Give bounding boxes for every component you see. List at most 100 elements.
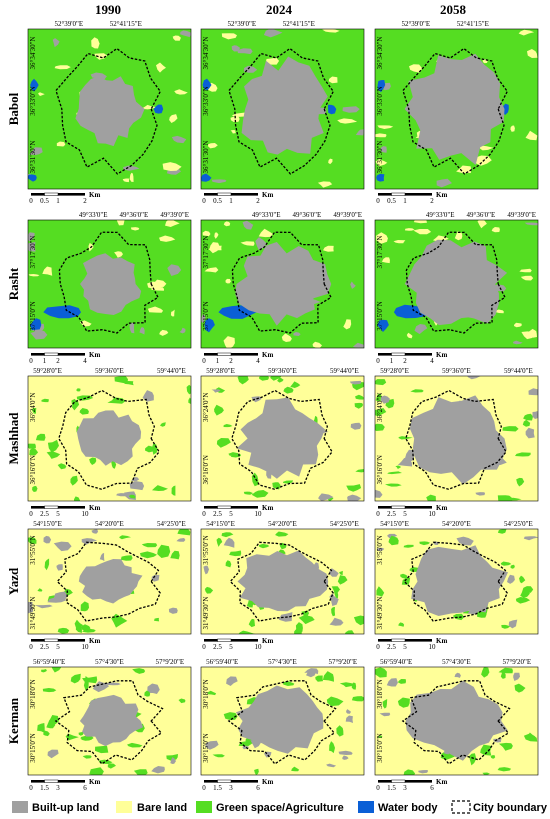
longitude-label: 52°41'15"E <box>457 20 489 28</box>
land-patch <box>43 535 52 544</box>
land-patch <box>28 274 40 277</box>
land-patch <box>54 65 71 70</box>
land-patch <box>322 29 340 33</box>
scale-bar: 0 1.5 3 6Km <box>202 778 273 792</box>
land-patch <box>162 162 182 171</box>
latitude-label: 36°34'30"N <box>202 37 210 70</box>
map-frame <box>374 219 539 349</box>
city-boundary <box>401 680 511 765</box>
scale-label: 2.5 <box>387 643 396 651</box>
legend-swatch-water <box>358 801 374 813</box>
land-patch <box>293 332 301 336</box>
land-patch <box>139 327 145 335</box>
land-patch <box>29 447 39 456</box>
scale-label: 0 <box>29 197 33 205</box>
land-patch <box>107 763 116 769</box>
map-frame <box>374 375 539 502</box>
land-patch <box>202 230 211 237</box>
scale-label: 2 <box>256 197 260 205</box>
longitude-label: 52°39'0"E <box>227 20 256 28</box>
land-patch <box>74 496 81 501</box>
longitude-label: 57°4'30"E <box>442 658 471 666</box>
land-patch <box>53 591 68 600</box>
land-patch <box>342 106 360 113</box>
scale-label: 0 <box>202 357 206 365</box>
land-patch <box>38 92 45 96</box>
land-patch <box>154 617 160 622</box>
land-patch <box>475 492 485 496</box>
map-panel-rasht-1990: 49°33'0"E 49°36'0"E 49°39'0"E 37°17'30"N 37°… <box>27 211 192 365</box>
scale-label: 1 <box>43 357 47 365</box>
legend-label-boundary: City boundary <box>473 802 548 814</box>
land-patch <box>514 322 522 328</box>
water-body <box>43 305 81 319</box>
land-patch <box>329 741 335 754</box>
scale-unit: Km <box>89 637 100 645</box>
land-patch <box>377 735 383 738</box>
land-patch <box>510 125 515 132</box>
longitude-label: 57°4'30"E <box>95 658 124 666</box>
land-patch <box>290 381 301 388</box>
land-patch <box>375 393 382 402</box>
land-patch <box>230 453 241 458</box>
land-patch <box>223 424 233 428</box>
map-row-mashhad: Mashhad 59°28'0"E 59°36'0"E 59°44'0"E 36°24'… <box>6 367 539 518</box>
scale-label: 2 <box>430 197 434 205</box>
city-boundary <box>402 47 509 175</box>
land-patch <box>301 610 309 618</box>
land-patch <box>480 744 492 756</box>
land-patch <box>331 607 336 617</box>
built-up-area <box>404 239 508 326</box>
land-patch <box>375 423 385 431</box>
land-patch <box>354 402 364 409</box>
latitude-label: 37°17'30"N <box>202 236 210 269</box>
year-header-1990: 1990 <box>95 2 121 17</box>
land-patch <box>91 37 100 49</box>
longitude-label: 52°39'0"E <box>401 20 430 28</box>
land-patch <box>171 135 187 144</box>
land-patch <box>343 319 352 330</box>
land-patch <box>208 143 218 149</box>
land-patch <box>204 586 214 594</box>
land-patch <box>502 426 519 432</box>
land-patch <box>275 531 289 537</box>
land-patch <box>522 419 531 427</box>
scale-label: 0 <box>376 510 380 518</box>
land-patch <box>515 597 531 604</box>
land-patch <box>523 733 538 742</box>
water-body <box>28 174 37 182</box>
land-patch <box>376 586 385 597</box>
land-patch <box>78 731 84 736</box>
land-patch <box>127 742 143 748</box>
scale-label: 5 <box>56 510 60 518</box>
land-patch <box>122 178 129 183</box>
land-patch <box>225 278 231 284</box>
legend-label-water: Water body <box>378 802 438 814</box>
land-patch <box>528 388 538 396</box>
latitude-label: 30°18'0"N <box>29 679 37 708</box>
city-boundary <box>403 541 508 622</box>
land-patch <box>414 324 428 335</box>
water-body <box>328 104 337 115</box>
scale-label: 10 <box>255 510 263 518</box>
map-panel-kerman-2058: 56°59'40"E 57°4'30"E 57°9'20"E 30°18'0"N 30°… <box>374 658 539 792</box>
scale-label: 0 <box>29 510 33 518</box>
land-patch <box>79 408 89 415</box>
land-patch <box>469 753 477 766</box>
scale-bar: 0 0.5 1 2Km <box>202 191 273 205</box>
legend-label-built-up: Built-up land <box>32 802 99 814</box>
land-patch <box>28 443 36 449</box>
longitude-label: 59°36'0"E <box>95 367 124 375</box>
scale-unit: Km <box>436 637 447 645</box>
land-patch <box>31 408 37 414</box>
built-up-area <box>241 56 328 155</box>
scale-label: 0 <box>202 197 206 205</box>
land-patch <box>166 754 178 761</box>
land-patch <box>94 53 108 60</box>
longitude-label: 54°20'0"E <box>268 520 297 528</box>
land-patch <box>385 483 402 487</box>
land-patch <box>397 697 410 708</box>
built-up-area <box>235 685 324 754</box>
